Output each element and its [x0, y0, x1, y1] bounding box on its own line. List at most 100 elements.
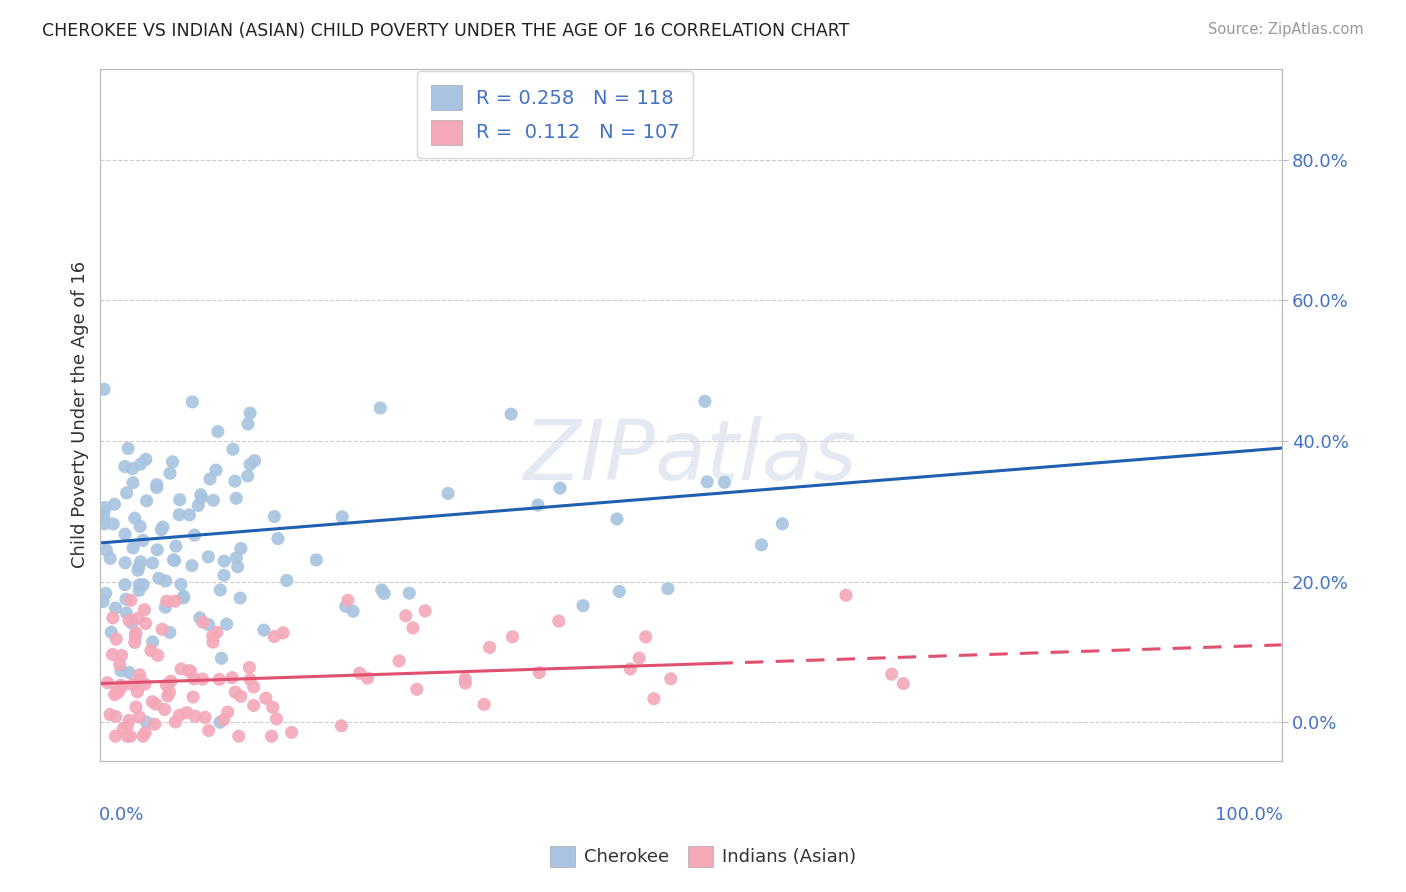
Text: 0.0%: 0.0% [100, 805, 145, 824]
Point [153, 702, 176, 716]
Point [128, 583, 150, 598]
Point [91, 594, 114, 608]
Point [125, 700, 148, 714]
Point [93, 382, 115, 396]
Point [100, 625, 122, 640]
Point [190, 491, 212, 505]
Point [155, 678, 177, 692]
Text: CHEROKEE VS INDIAN (ASIAN) CHILD POVERTY UNDER THE AGE OF 16 CORRELATION CHART: CHEROKEE VS INDIAN (ASIAN) CHILD POVERTY… [42, 22, 849, 40]
Point [135, 494, 157, 508]
Legend: Cherokee, Indians (Asian): Cherokee, Indians (Asian) [543, 838, 863, 874]
Point [128, 559, 150, 574]
Point [335, 599, 357, 614]
Point [114, 527, 136, 541]
Point [280, 725, 302, 739]
Point [142, 635, 165, 649]
Point [93, 505, 115, 519]
Point [276, 574, 298, 588]
Point [437, 486, 460, 500]
Point [159, 625, 181, 640]
Point [117, 729, 139, 743]
Point [103, 497, 125, 511]
Text: Source: ZipAtlas.com: Source: ZipAtlas.com [1208, 22, 1364, 37]
Point [770, 516, 793, 531]
Point [127, 685, 149, 699]
Point [398, 586, 420, 600]
Point [173, 591, 195, 605]
Point [201, 629, 224, 643]
Point [478, 640, 501, 655]
Point [413, 604, 436, 618]
Point [146, 542, 169, 557]
Point [751, 538, 773, 552]
Point [229, 690, 252, 704]
Point [183, 528, 205, 542]
Point [713, 475, 735, 490]
Point [118, 713, 141, 727]
Point [502, 630, 524, 644]
Point [93, 516, 115, 531]
Point [128, 578, 150, 592]
Point [373, 586, 395, 600]
Point [222, 442, 245, 457]
Point [96, 543, 118, 558]
Point [145, 697, 167, 711]
Point [209, 582, 232, 597]
Point [371, 582, 394, 597]
Point [145, 481, 167, 495]
Point [145, 477, 167, 491]
Point [124, 635, 146, 649]
Point [628, 651, 651, 665]
Point [110, 648, 132, 663]
Point [207, 425, 229, 439]
Point [643, 691, 665, 706]
Point [209, 715, 232, 730]
Point [135, 616, 157, 631]
Point [184, 709, 207, 723]
Point [217, 705, 239, 719]
Point [194, 710, 217, 724]
Point [127, 611, 149, 625]
Point [239, 406, 262, 420]
Point [239, 673, 262, 687]
Point [94, 586, 117, 600]
Point [657, 582, 679, 596]
Point [101, 516, 124, 531]
Legend: R = 0.258   N = 118, R =  0.112   N = 107: R = 0.258 N = 118, R = 0.112 N = 107 [418, 71, 693, 158]
Point [330, 509, 353, 524]
Point [659, 672, 682, 686]
Point [98, 551, 121, 566]
Point [129, 457, 152, 471]
Point [191, 672, 214, 686]
Point [156, 689, 179, 703]
Point [205, 625, 228, 640]
Point [212, 554, 235, 568]
Point [405, 682, 427, 697]
Point [176, 706, 198, 720]
Point [197, 723, 219, 738]
Point [368, 401, 391, 415]
Point [108, 657, 131, 672]
Point [169, 708, 191, 723]
Point [163, 553, 186, 567]
Point [115, 606, 138, 620]
Point [266, 712, 288, 726]
Point [454, 672, 477, 686]
Point [118, 665, 141, 680]
Point [336, 593, 359, 607]
Point [135, 715, 157, 730]
Point [170, 577, 193, 591]
Point [253, 623, 276, 637]
Point [159, 685, 181, 699]
Point [93, 511, 115, 525]
Point [141, 695, 163, 709]
Point [121, 616, 143, 631]
Point [236, 417, 259, 431]
Point [226, 559, 249, 574]
Point [128, 668, 150, 682]
Point [197, 617, 219, 632]
Point [111, 679, 134, 693]
Point [134, 725, 156, 739]
Point [122, 541, 145, 555]
Point [120, 593, 142, 607]
